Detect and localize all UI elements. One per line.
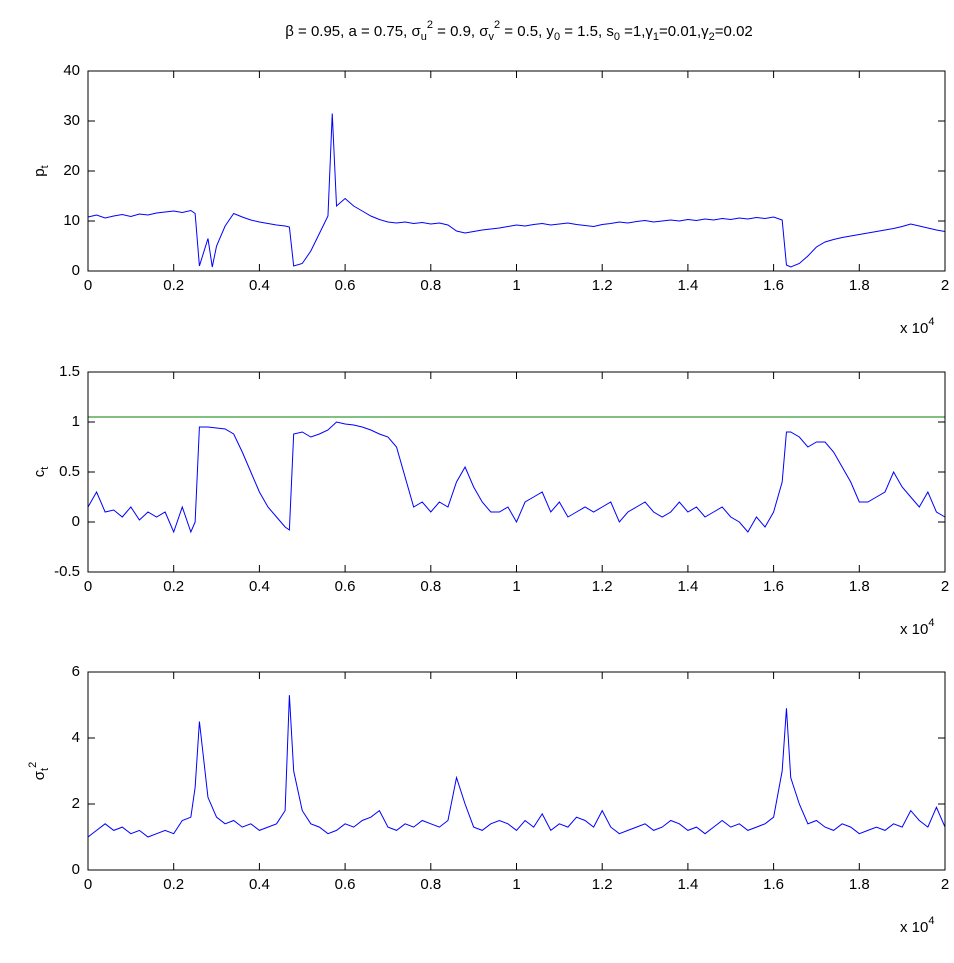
y-tick-label: 30 [63,112,80,129]
x-tick-label: 0.4 [249,578,270,595]
y-tick-label: 4 [72,729,80,746]
y-axis-label: ct [31,467,51,478]
x-tick-label: 1 [512,876,520,893]
x-tick-label: 1.8 [849,876,870,893]
x-multiplier: x 104 [900,915,934,936]
y-tick-label: 1 [72,413,80,430]
x-tick-label: 1.8 [849,578,870,595]
x-tick-label: 0.6 [335,578,356,595]
data-line [87,113,946,268]
y-tick-label: -0.5 [54,563,80,580]
x-tick-label: 0.4 [249,277,270,294]
data-line [87,421,946,534]
y-tick-label: 0 [72,861,80,878]
x-tick-label: 0 [84,277,92,294]
x-multiplier: x 104 [900,316,934,337]
x-tick-label: 1.8 [849,277,870,294]
x-tick-label: 1.2 [592,277,613,294]
data-line [87,695,946,838]
x-tick-label: 0.8 [420,578,441,595]
x-multiplier: x 104 [900,617,934,638]
x-tick-label: 1.4 [677,277,698,294]
plot-area [88,672,945,870]
y-tick-label: 1.5 [59,363,80,380]
chart-title: β = 0.95, a = 0.75, σu2 = 0.9, σv2 = 0.5… [285,19,753,43]
y-tick-label: 0 [72,513,80,530]
y-tick-label: 0.5 [59,463,80,480]
x-tick-label: 0.8 [420,277,441,294]
x-tick-label: 2 [941,578,949,595]
y-axis-label: pt [31,165,51,176]
plot-area [88,71,945,271]
x-tick-label: 0.6 [335,876,356,893]
x-tick-label: 1.6 [763,578,784,595]
y-tick-label: 0 [72,262,80,279]
x-tick-label: 0.2 [163,876,184,893]
x-tick-label: 1.4 [677,876,698,893]
x-tick-label: 0.2 [163,277,184,294]
x-tick-label: 1.6 [763,277,784,294]
x-tick-label: 1.4 [677,578,698,595]
x-tick-label: 0.6 [335,277,356,294]
x-tick-label: 1.2 [592,578,613,595]
x-tick-label: 1.6 [763,876,784,893]
x-tick-label: 0.2 [163,578,184,595]
x-tick-label: 1.2 [592,876,613,893]
x-tick-label: 0.4 [249,876,270,893]
x-tick-label: 0 [84,578,92,595]
y-tick-label: 40 [63,62,80,79]
x-tick-label: 0.8 [420,876,441,893]
x-tick-label: 2 [941,277,949,294]
y-tick-label: 20 [63,162,80,179]
x-tick-label: 2 [941,876,949,893]
plot-area [88,372,945,572]
y-axis-label: σt2 [27,762,51,780]
y-tick-label: 2 [72,795,80,812]
x-tick-label: 0 [84,876,92,893]
x-tick-label: 1 [512,277,520,294]
y-tick-label: 10 [63,212,80,229]
x-tick-label: 1 [512,578,520,595]
y-tick-label: 6 [72,663,80,680]
